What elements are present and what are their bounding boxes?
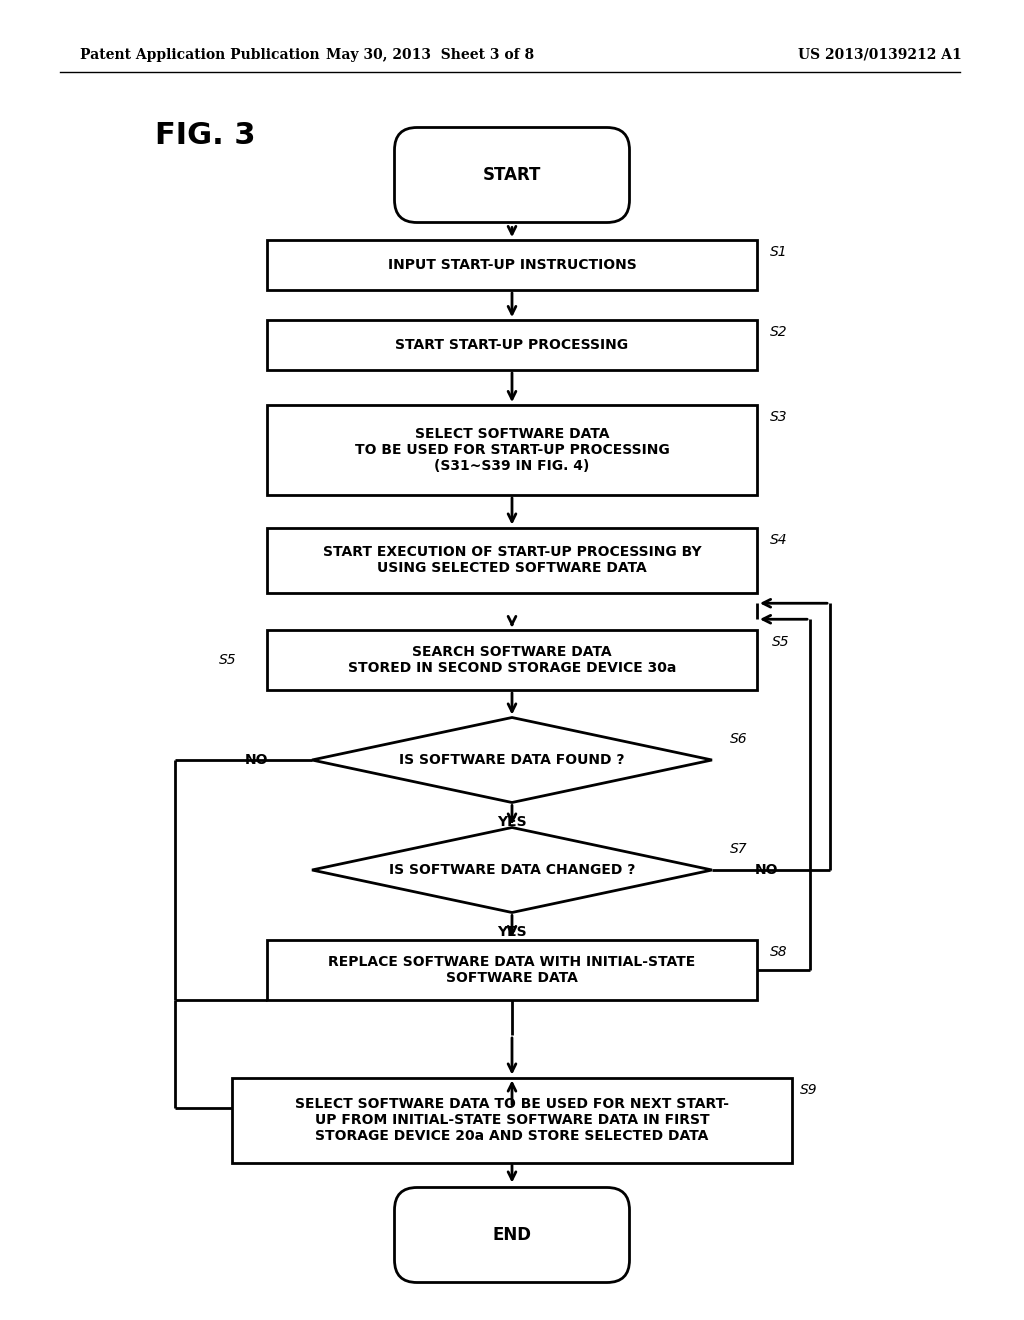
Polygon shape: [312, 828, 712, 912]
Text: START START-UP PROCESSING: START START-UP PROCESSING: [395, 338, 629, 352]
Text: S8: S8: [770, 945, 787, 960]
Text: S5: S5: [219, 653, 237, 667]
Text: START EXECUTION OF START-UP PROCESSING BY
USING SELECTED SOFTWARE DATA: START EXECUTION OF START-UP PROCESSING B…: [323, 545, 701, 576]
Text: REPLACE SOFTWARE DATA WITH INITIAL-STATE
SOFTWARE DATA: REPLACE SOFTWARE DATA WITH INITIAL-STATE…: [329, 954, 695, 985]
Text: US 2013/0139212 A1: US 2013/0139212 A1: [798, 48, 962, 62]
Text: S6: S6: [730, 733, 748, 746]
FancyBboxPatch shape: [394, 128, 630, 223]
Text: YES: YES: [498, 814, 526, 829]
FancyBboxPatch shape: [394, 1188, 630, 1283]
Text: FIG. 3: FIG. 3: [155, 120, 256, 149]
Text: IS SOFTWARE DATA FOUND ?: IS SOFTWARE DATA FOUND ?: [399, 752, 625, 767]
Text: IS SOFTWARE DATA CHANGED ?: IS SOFTWARE DATA CHANGED ?: [389, 863, 635, 876]
Text: May 30, 2013  Sheet 3 of 8: May 30, 2013 Sheet 3 of 8: [326, 48, 535, 62]
FancyBboxPatch shape: [232, 1077, 792, 1163]
FancyBboxPatch shape: [267, 319, 757, 370]
Text: SELECT SOFTWARE DATA
TO BE USED FOR START-UP PROCESSING
(S31~S39 IN FIG. 4): SELECT SOFTWARE DATA TO BE USED FOR STAR…: [354, 426, 670, 473]
Text: SELECT SOFTWARE DATA TO BE USED FOR NEXT START-
UP FROM INITIAL-STATE SOFTWARE D: SELECT SOFTWARE DATA TO BE USED FOR NEXT…: [295, 1097, 729, 1143]
FancyBboxPatch shape: [267, 240, 757, 290]
Text: NO: NO: [246, 752, 268, 767]
Text: END: END: [493, 1226, 531, 1243]
Text: START: START: [482, 166, 542, 183]
FancyBboxPatch shape: [267, 405, 757, 495]
Text: S4: S4: [770, 532, 787, 546]
Text: S7: S7: [730, 842, 748, 855]
Text: YES: YES: [498, 924, 526, 939]
Text: S1: S1: [770, 246, 787, 259]
FancyBboxPatch shape: [267, 630, 757, 690]
Text: SEARCH SOFTWARE DATA
STORED IN SECOND STORAGE DEVICE 30a: SEARCH SOFTWARE DATA STORED IN SECOND ST…: [348, 645, 676, 675]
Polygon shape: [312, 718, 712, 803]
Text: Patent Application Publication: Patent Application Publication: [80, 48, 319, 62]
Text: S9: S9: [800, 1082, 817, 1097]
Text: S5: S5: [772, 635, 790, 649]
FancyBboxPatch shape: [267, 940, 757, 1001]
FancyBboxPatch shape: [267, 528, 757, 593]
Text: INPUT START-UP INSTRUCTIONS: INPUT START-UP INSTRUCTIONS: [388, 257, 636, 272]
Text: S3: S3: [770, 411, 787, 424]
Text: NO: NO: [756, 863, 778, 876]
Text: S2: S2: [770, 325, 787, 339]
